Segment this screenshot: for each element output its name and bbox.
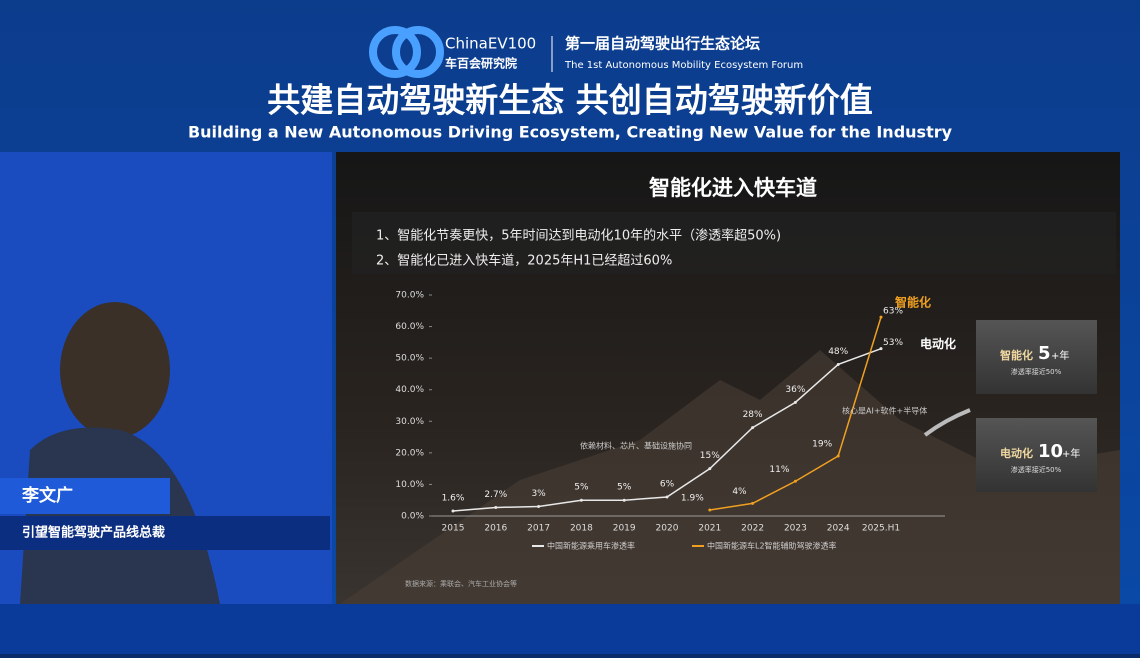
- box-label: 智能化: [1000, 348, 1033, 362]
- y-tick-label: 60.0%: [395, 322, 424, 332]
- point: [836, 454, 840, 458]
- bullet: 1、智能化节奏更快，5年时间达到电动化10年的水平（渗透率超50%): [376, 228, 781, 244]
- point: [622, 498, 626, 502]
- value-label: 5%: [617, 483, 632, 493]
- speaker-body: [20, 427, 220, 604]
- x-tick-label: 2025.H1: [862, 524, 900, 534]
- mountain: [340, 350, 1120, 604]
- value-label: 11%: [769, 465, 789, 475]
- point: [708, 508, 712, 512]
- value-label: 1.9%: [681, 494, 704, 504]
- y-tick-label: 40.0%: [395, 385, 424, 395]
- logo: ChinaEV100: [445, 35, 536, 53]
- speaker-role: 引望智能驾驶产品线总裁: [22, 525, 165, 541]
- series-tag: 电动化: [920, 336, 956, 351]
- x-tick-label: 2017: [527, 524, 550, 534]
- point: [665, 495, 669, 499]
- legend-label: 中国新能源车L2智能辅助驾驶渗透率: [707, 541, 837, 551]
- box-num: 10: [1038, 441, 1063, 462]
- x-tick-label: 2016: [484, 524, 507, 534]
- y-tick-label: 0.0%: [401, 512, 424, 522]
- box-sub: 渗透率接近50%: [1011, 367, 1062, 376]
- point: [579, 498, 583, 502]
- logo-ring: [369, 26, 421, 78]
- value-label: 6%: [660, 480, 675, 490]
- source: 数据来源：乘联会、汽车工业协会等: [405, 579, 517, 588]
- speaker-head: [60, 302, 170, 438]
- x-tick-label: 2019: [613, 524, 636, 534]
- bullet-box: [352, 212, 1116, 274]
- y-tick-label: 10.0%: [395, 480, 424, 490]
- title-cn: 共建自动驾驶新生态 共创自动驾驶新价值: [267, 81, 873, 120]
- value-label: 19%: [812, 440, 832, 450]
- stage: [0, 604, 1140, 654]
- point: [836, 362, 840, 366]
- value-label: 63%: [883, 307, 903, 317]
- x-tick-label: 2022: [741, 524, 764, 534]
- point: [494, 505, 498, 509]
- value-label: 4%: [732, 487, 747, 497]
- forum-cn: 第一届自动驾驶出行生态论坛: [565, 35, 760, 53]
- x-tick-label: 2023: [784, 524, 807, 534]
- point: [751, 501, 755, 505]
- x-tick-label: 2024: [827, 524, 850, 534]
- value-label: 15%: [700, 451, 720, 461]
- point: [793, 479, 797, 483]
- box-num: 5: [1038, 343, 1051, 364]
- series-tag: 智能化: [894, 295, 931, 310]
- value-label: 1.6%: [442, 493, 465, 503]
- value-label: 53%: [883, 338, 903, 348]
- forum-en: The 1st Autonomous Mobility Ecosystem Fo…: [564, 60, 803, 71]
- slide-title: 智能化进入快车道: [649, 176, 817, 200]
- y-tick-label: 50.0%: [395, 354, 424, 364]
- title-en: Building a New Autonomous Driving Ecosys…: [188, 123, 953, 142]
- x-tick-label: 2020: [656, 524, 679, 534]
- point: [751, 426, 755, 430]
- y-tick-label: 30.0%: [395, 417, 424, 427]
- point: [793, 400, 797, 404]
- role-tag: [0, 516, 330, 550]
- x-tick-label: 2015: [442, 524, 465, 534]
- arrow: [923, 408, 971, 437]
- value-label: 28%: [743, 410, 763, 420]
- box-suffix: +年: [1062, 447, 1080, 460]
- point: [537, 505, 541, 509]
- point: [708, 467, 712, 471]
- logo-sub: 车百会研究院: [445, 56, 517, 71]
- y-tick-label: 70.0%: [395, 291, 424, 301]
- x-tick-label: 2021: [698, 524, 721, 534]
- box-suffix: +年: [1051, 349, 1069, 362]
- value-label: 5%: [574, 483, 589, 493]
- value-label: 36%: [785, 385, 805, 395]
- y-tick-label: 20.0%: [395, 448, 424, 458]
- name-tag: [0, 478, 170, 514]
- side-box: [976, 320, 1097, 394]
- box-sub: 渗透率接近50%: [1011, 465, 1062, 474]
- value-label: 2.7%: [484, 490, 507, 500]
- value-label: 3%: [531, 489, 546, 499]
- side-box: [976, 418, 1097, 492]
- point: [879, 347, 883, 351]
- speaker-name: 李文广: [22, 485, 73, 506]
- point: [451, 509, 455, 513]
- annotation: 核心是AI+软件+半导体: [842, 406, 927, 416]
- box-label: 电动化: [1000, 446, 1033, 460]
- point: [879, 315, 883, 319]
- logo-ring: [392, 26, 444, 78]
- bullet: 2、智能化已进入快车道，2025年H1已经超过60%: [376, 253, 672, 269]
- legend-label: 中国新能源乘用车渗透率: [547, 541, 635, 551]
- x-tick-label: 2018: [570, 524, 593, 534]
- value-label: 48%: [828, 347, 848, 357]
- annotation: 依赖材料、芯片、基础设施协同: [580, 441, 692, 451]
